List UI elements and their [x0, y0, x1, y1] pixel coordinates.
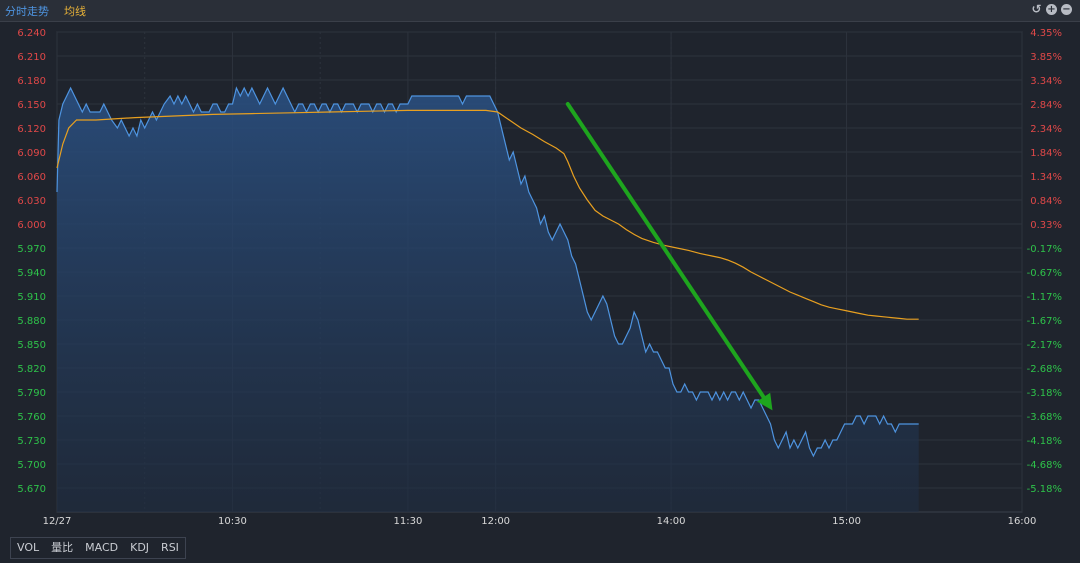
y-tick-label-pct: 2.84% [1030, 100, 1062, 111]
x-tick-label: 14:00 [657, 516, 686, 527]
y-tick-label-pct: -4.68% [1027, 460, 1062, 471]
y-tick-label: 6.240 [17, 28, 46, 39]
indicator-macd[interactable]: MACD [85, 541, 119, 554]
y-tick-label-pct: -0.17% [1027, 244, 1062, 255]
average-line [56, 109, 919, 320]
y-tick-label: 6.120 [17, 124, 46, 135]
y-tick-label: 6.000 [17, 220, 46, 231]
chart-toolbar: 分时走势 均线 ↺ + − [0, 0, 1080, 22]
y-tick-label-pct: 0.84% [1030, 196, 1062, 207]
y-tick-label: 6.210 [17, 52, 46, 63]
price-area [57, 88, 919, 512]
y-tick-label-pct: -1.17% [1027, 292, 1062, 303]
y-tick-label: 6.150 [17, 100, 46, 111]
x-tick-label: 16:00 [1008, 516, 1037, 527]
y-tick-label-pct: 1.34% [1030, 172, 1062, 183]
y-tick-label-pct: -3.18% [1027, 388, 1062, 399]
x-tick-label: 10:30 [218, 516, 247, 527]
y-tick-label-pct: 3.34% [1030, 76, 1062, 87]
price-line [56, 86, 919, 458]
y-tick-label-pct: 2.34% [1030, 124, 1062, 135]
y-tick-label: 5.940 [17, 268, 46, 279]
y-tick-label: 5.910 [17, 292, 46, 303]
y-tick-label-pct: -5.18% [1027, 484, 1062, 495]
y-tick-label: 6.090 [17, 148, 46, 159]
y-tick-label-pct: 4.35% [1030, 28, 1062, 39]
x-axis: 12/27 10:30 11:30 12:00 14:00 15:00 16:00 [43, 516, 1037, 527]
y-tick-label-pct: -2.68% [1027, 364, 1062, 375]
y-tick-label-pct: 0.33% [1030, 220, 1062, 231]
x-tick-label: 12:00 [481, 516, 510, 527]
y-tick-label-pct: -0.67% [1027, 268, 1062, 279]
y-tick-label-pct: 1.84% [1030, 148, 1062, 159]
y-tick-label: 5.670 [17, 484, 46, 495]
y-tick-label: 6.030 [17, 196, 46, 207]
y-tick-label: 6.060 [17, 172, 46, 183]
tab-intraday[interactable]: 分时走势 [5, 5, 49, 18]
y-tick-label: 5.970 [17, 244, 46, 255]
y-tick-label: 5.820 [17, 364, 46, 375]
y-tick-label: 5.730 [17, 436, 46, 447]
tab-moving-average[interactable]: 均线 [64, 5, 86, 18]
annotations [565, 102, 773, 411]
x-tick-label: 15:00 [832, 516, 861, 527]
y-tick-label: 5.700 [17, 460, 46, 471]
remove-icon[interactable]: − [1061, 4, 1072, 15]
y-tick-label-pct: -4.18% [1027, 436, 1062, 447]
y-axis-right: 4.35% 3.85% 3.34% 2.84% 2.34% 1.84% 1.34% 0.84%… [1027, 28, 1062, 495]
indicator-kdj[interactable]: KDJ [130, 541, 150, 554]
x-tick-label: 11:30 [393, 516, 422, 527]
restore-icon[interactable]: ↺ [1031, 2, 1042, 16]
indicator-bar: VOL 量比 MACD KDJ RSI [10, 537, 186, 559]
y-tick-label-pct: -1.67% [1027, 316, 1062, 327]
y-tick-label: 5.880 [17, 316, 46, 327]
indicator-vol[interactable]: VOL [17, 541, 40, 554]
add-icon[interactable]: + [1046, 4, 1057, 15]
y-tick-label: 6.180 [17, 76, 46, 87]
y-tick-label-pct: 3.85% [1030, 52, 1062, 63]
series [56, 86, 919, 512]
trend-arrow-head [756, 392, 773, 411]
indicator-volume-ratio[interactable]: 量比 [51, 541, 74, 554]
y-axis-left: 6.240 6.210 6.180 6.150 6.120 6.090 6.060 6.030… [17, 28, 46, 495]
y-tick-label: 5.790 [17, 388, 46, 399]
x-tick-label: 12/27 [43, 516, 72, 527]
indicator-rsi[interactable]: RSI [161, 541, 179, 554]
y-tick-label-pct: -3.68% [1027, 412, 1062, 423]
y-tick-label: 5.850 [17, 340, 46, 351]
y-tick-label: 5.760 [17, 412, 46, 423]
intraday-chart: 6.240 6.210 6.180 6.150 6.120 6.090 6.060 6.030… [17, 28, 1062, 527]
trend-arrow-shaft [565, 102, 766, 400]
y-tick-label-pct: -2.17% [1027, 340, 1062, 351]
